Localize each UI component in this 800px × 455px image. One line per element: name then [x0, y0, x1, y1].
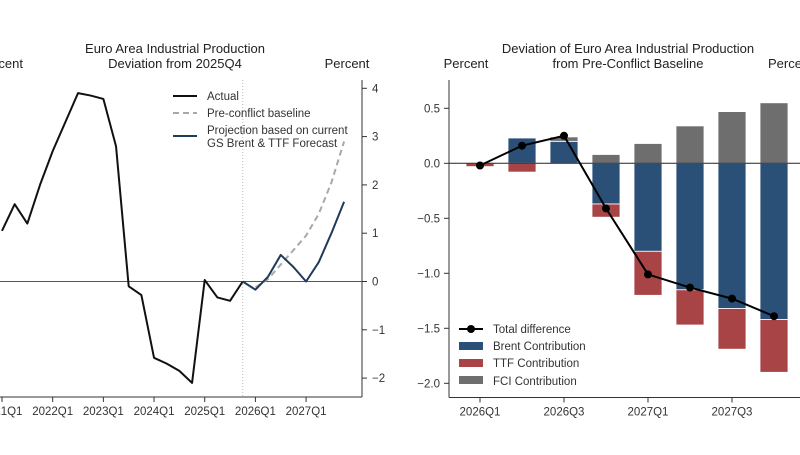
left-y-tick-label: 0: [372, 277, 378, 289]
right-ttf-bar: [717, 308, 747, 350]
legend-projection-label-line2: GS Brent & TTF Forecast: [207, 138, 338, 150]
right-x-tick-label: 2026Q3: [544, 407, 585, 419]
legend-fci-swatch: [459, 376, 483, 384]
right-brent-bar: [717, 162, 747, 309]
left-x-tick-label: 2024Q1: [134, 406, 175, 418]
left-x-tick-label: 2026Q1: [235, 406, 276, 418]
right-total-difference-marker: [560, 131, 568, 140]
left-y-tick-label: 2: [372, 180, 378, 192]
right-chart-title: Deviation of Euro Area Industrial Produc…: [502, 41, 754, 56]
left-y-tick-label: 4: [372, 83, 379, 95]
legend-baseline-label: Pre-conflict baseline: [207, 108, 311, 120]
legend-projection-label-line1: Projection based on current: [207, 125, 348, 137]
right-total-difference-marker: [770, 312, 778, 321]
right-total-difference-marker: [518, 141, 526, 150]
right-x-tick-label: 2026Q1: [460, 407, 501, 419]
legend-brent-swatch: [459, 342, 483, 350]
legend-brent-label: Brent Contribution: [493, 341, 586, 353]
left-y-tick-label: −1: [372, 325, 385, 337]
right-total-difference-marker: [602, 204, 610, 213]
legend-ttf-label: TTF Contribution: [493, 358, 579, 370]
left-chart-subtitle: Deviation from 2025Q4: [108, 56, 242, 71]
left-x-tick-label: 2027Q1: [286, 406, 327, 418]
right-y-tick-label: 0.5: [424, 103, 440, 115]
right-x-tick-label: 2027Q1: [628, 407, 669, 419]
left-chart-ylabel-left: Percent: [0, 56, 23, 71]
right-fci-bar: [675, 125, 705, 164]
right-total-difference-line: [479, 134, 775, 318]
left-x-tick-label: 2021Q1: [0, 406, 22, 418]
right-total-difference-marker: [644, 270, 652, 279]
left-chart-legend: Actual Pre-conflict baseline Projection …: [173, 91, 348, 150]
right-y-tick-label: −0.5: [417, 213, 440, 225]
right-total-difference-marker: [476, 161, 484, 170]
right-brent-bar: [633, 162, 663, 252]
left-y-tick-label: 3: [372, 132, 378, 144]
left-y-tick-label: 1: [372, 228, 378, 240]
left-projection-line: [242, 201, 346, 291]
left-y-tick-label: −2: [372, 373, 385, 385]
right-chart-ylabel-left: Percent: [444, 56, 489, 71]
legend-ttf-swatch: [459, 359, 483, 367]
right-y-tick-label: −2.0: [417, 378, 440, 390]
right-ttf-bar: [759, 319, 789, 373]
right-x-tick-label: 2027Q3: [712, 407, 753, 419]
right-y-tick-label: −1.5: [417, 323, 440, 335]
right-total-difference-marker: [728, 294, 736, 303]
right-fci-bar: [717, 111, 747, 164]
left-actual-line: [1, 92, 244, 384]
right-fci-bar: [633, 143, 663, 164]
left-x-tick-label: 2025Q1: [184, 406, 225, 418]
right-y-tick-label: 0.0: [424, 158, 440, 170]
right-chart-legend: Total difference Brent Contribution TTF …: [459, 324, 586, 388]
right-brent-bar: [759, 162, 789, 320]
right-chart-subtitle: from Pre-Conflict Baseline: [553, 56, 704, 71]
right-ttf-bar: [507, 162, 537, 173]
left-baseline-line: [254, 141, 346, 289]
legend-fci-label: FCI Contribution: [493, 376, 577, 388]
legend-total-marker: [467, 325, 475, 333]
right-y-tick-label: −1.0: [417, 268, 440, 280]
right-ttf-bar: [675, 289, 705, 326]
right-fci-bar: [759, 102, 789, 164]
legend-total-label: Total difference: [493, 324, 571, 336]
right-brent-bar: [591, 162, 621, 205]
legend-actual-label: Actual: [207, 91, 239, 103]
left-chart-title: Euro Area Industrial Production: [85, 41, 265, 56]
left-x-tick-label: 2022Q1: [32, 406, 73, 418]
left-chart-ylabel-right: Percent: [325, 56, 370, 71]
right-fci-bar: [591, 154, 621, 164]
left-x-tick-label: 2023Q1: [83, 406, 124, 418]
right-total-difference-marker: [686, 283, 694, 292]
right-chart-ylabel-right: Percent: [768, 56, 800, 71]
right-brent-bar: [675, 162, 705, 291]
